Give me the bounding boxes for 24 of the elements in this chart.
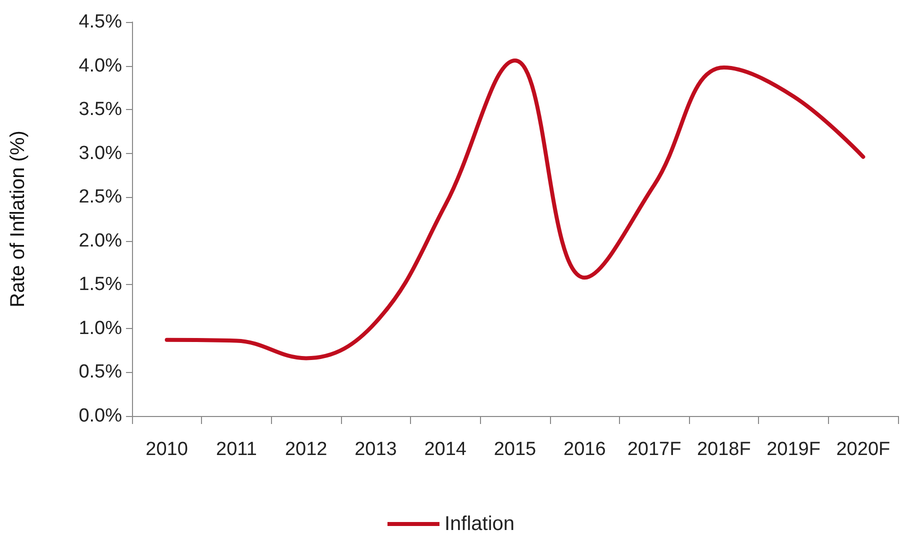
y-tick-label: 0.5% (78, 362, 122, 383)
y-tick-label: 4.0% (78, 55, 122, 76)
y-tick-label: 4.5% (78, 12, 122, 32)
y-tick-label: 3.5% (78, 99, 122, 120)
x-tick-label: 2012 (284, 439, 328, 460)
x-tick-label: 2017F (627, 439, 682, 460)
legend-label: Inflation (444, 513, 515, 535)
x-tick-label: 2010 (146, 439, 188, 460)
x-tick-label: 2014 (424, 439, 467, 460)
y-tick-label: 1.0% (78, 318, 122, 339)
x-tick-label: 2020F (836, 439, 890, 460)
x-tick-label: 2019F (766, 439, 820, 460)
y-tick-label: 0.0% (78, 406, 122, 426)
x-tick-label: 2018F (696, 439, 751, 460)
y-tick-label: 1.5% (78, 274, 122, 296)
x-tick-label: 2015 (494, 439, 536, 460)
y-axis-title: Rate of Inflation (%) (7, 130, 29, 308)
line-series (164, 58, 866, 360)
y-tick-label: 2.0% (78, 230, 122, 252)
y-tick-label: 3.0% (78, 142, 122, 164)
x-tick-label: 2013 (354, 439, 397, 460)
x-tick-label: 2011 (216, 439, 257, 460)
x-tick-label: 2016 (563, 439, 606, 460)
y-tick-label: 2.5% (78, 186, 122, 208)
